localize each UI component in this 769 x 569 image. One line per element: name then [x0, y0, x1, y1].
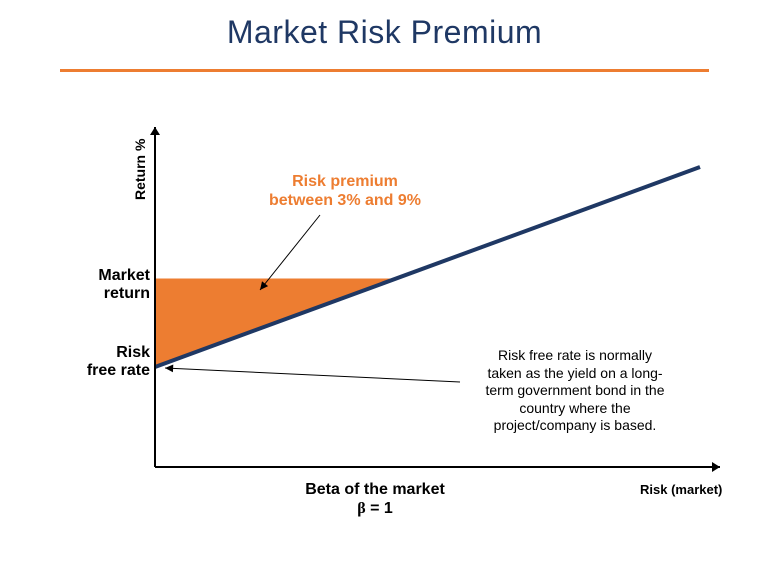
tick-market-line2: return [104, 285, 150, 302]
tick-market-return: Market return [60, 267, 150, 302]
tick-rfr-line1: Risk [116, 344, 150, 361]
tick-market-line1: Market [98, 267, 150, 284]
tick-rfr-line2: free rate [87, 362, 150, 379]
y-axis-label: Return % [132, 139, 148, 200]
premium-line1: Risk premium [292, 173, 398, 190]
desc-l3: term government bond in the [486, 382, 665, 398]
beta-symbol: β [357, 500, 365, 517]
page-title: Market Risk Premium [0, 14, 769, 51]
risk-premium-label: Risk premium between 3% and 9% [245, 172, 445, 210]
chart-area: Return % Market return Risk free rate Ri… [0, 72, 769, 552]
desc-l5: project/company is based. [494, 417, 657, 433]
premium-line2: between 3% and 9% [269, 192, 421, 209]
risk-free-rate-description: Risk free rate is normally taken as the … [460, 347, 690, 435]
desc-l1: Risk free rate is normally [498, 347, 652, 363]
desc-l2: taken as the yield on a long- [487, 365, 662, 381]
beta-label: Beta of the market β = 1 [250, 480, 500, 518]
beta-eq: = 1 [366, 500, 393, 517]
x-axis-label: Risk (market) [640, 482, 722, 497]
beta-line1: Beta of the market [305, 481, 445, 498]
tick-risk-free-rate: Risk free rate [42, 344, 150, 379]
desc-l4: country where the [519, 400, 630, 416]
